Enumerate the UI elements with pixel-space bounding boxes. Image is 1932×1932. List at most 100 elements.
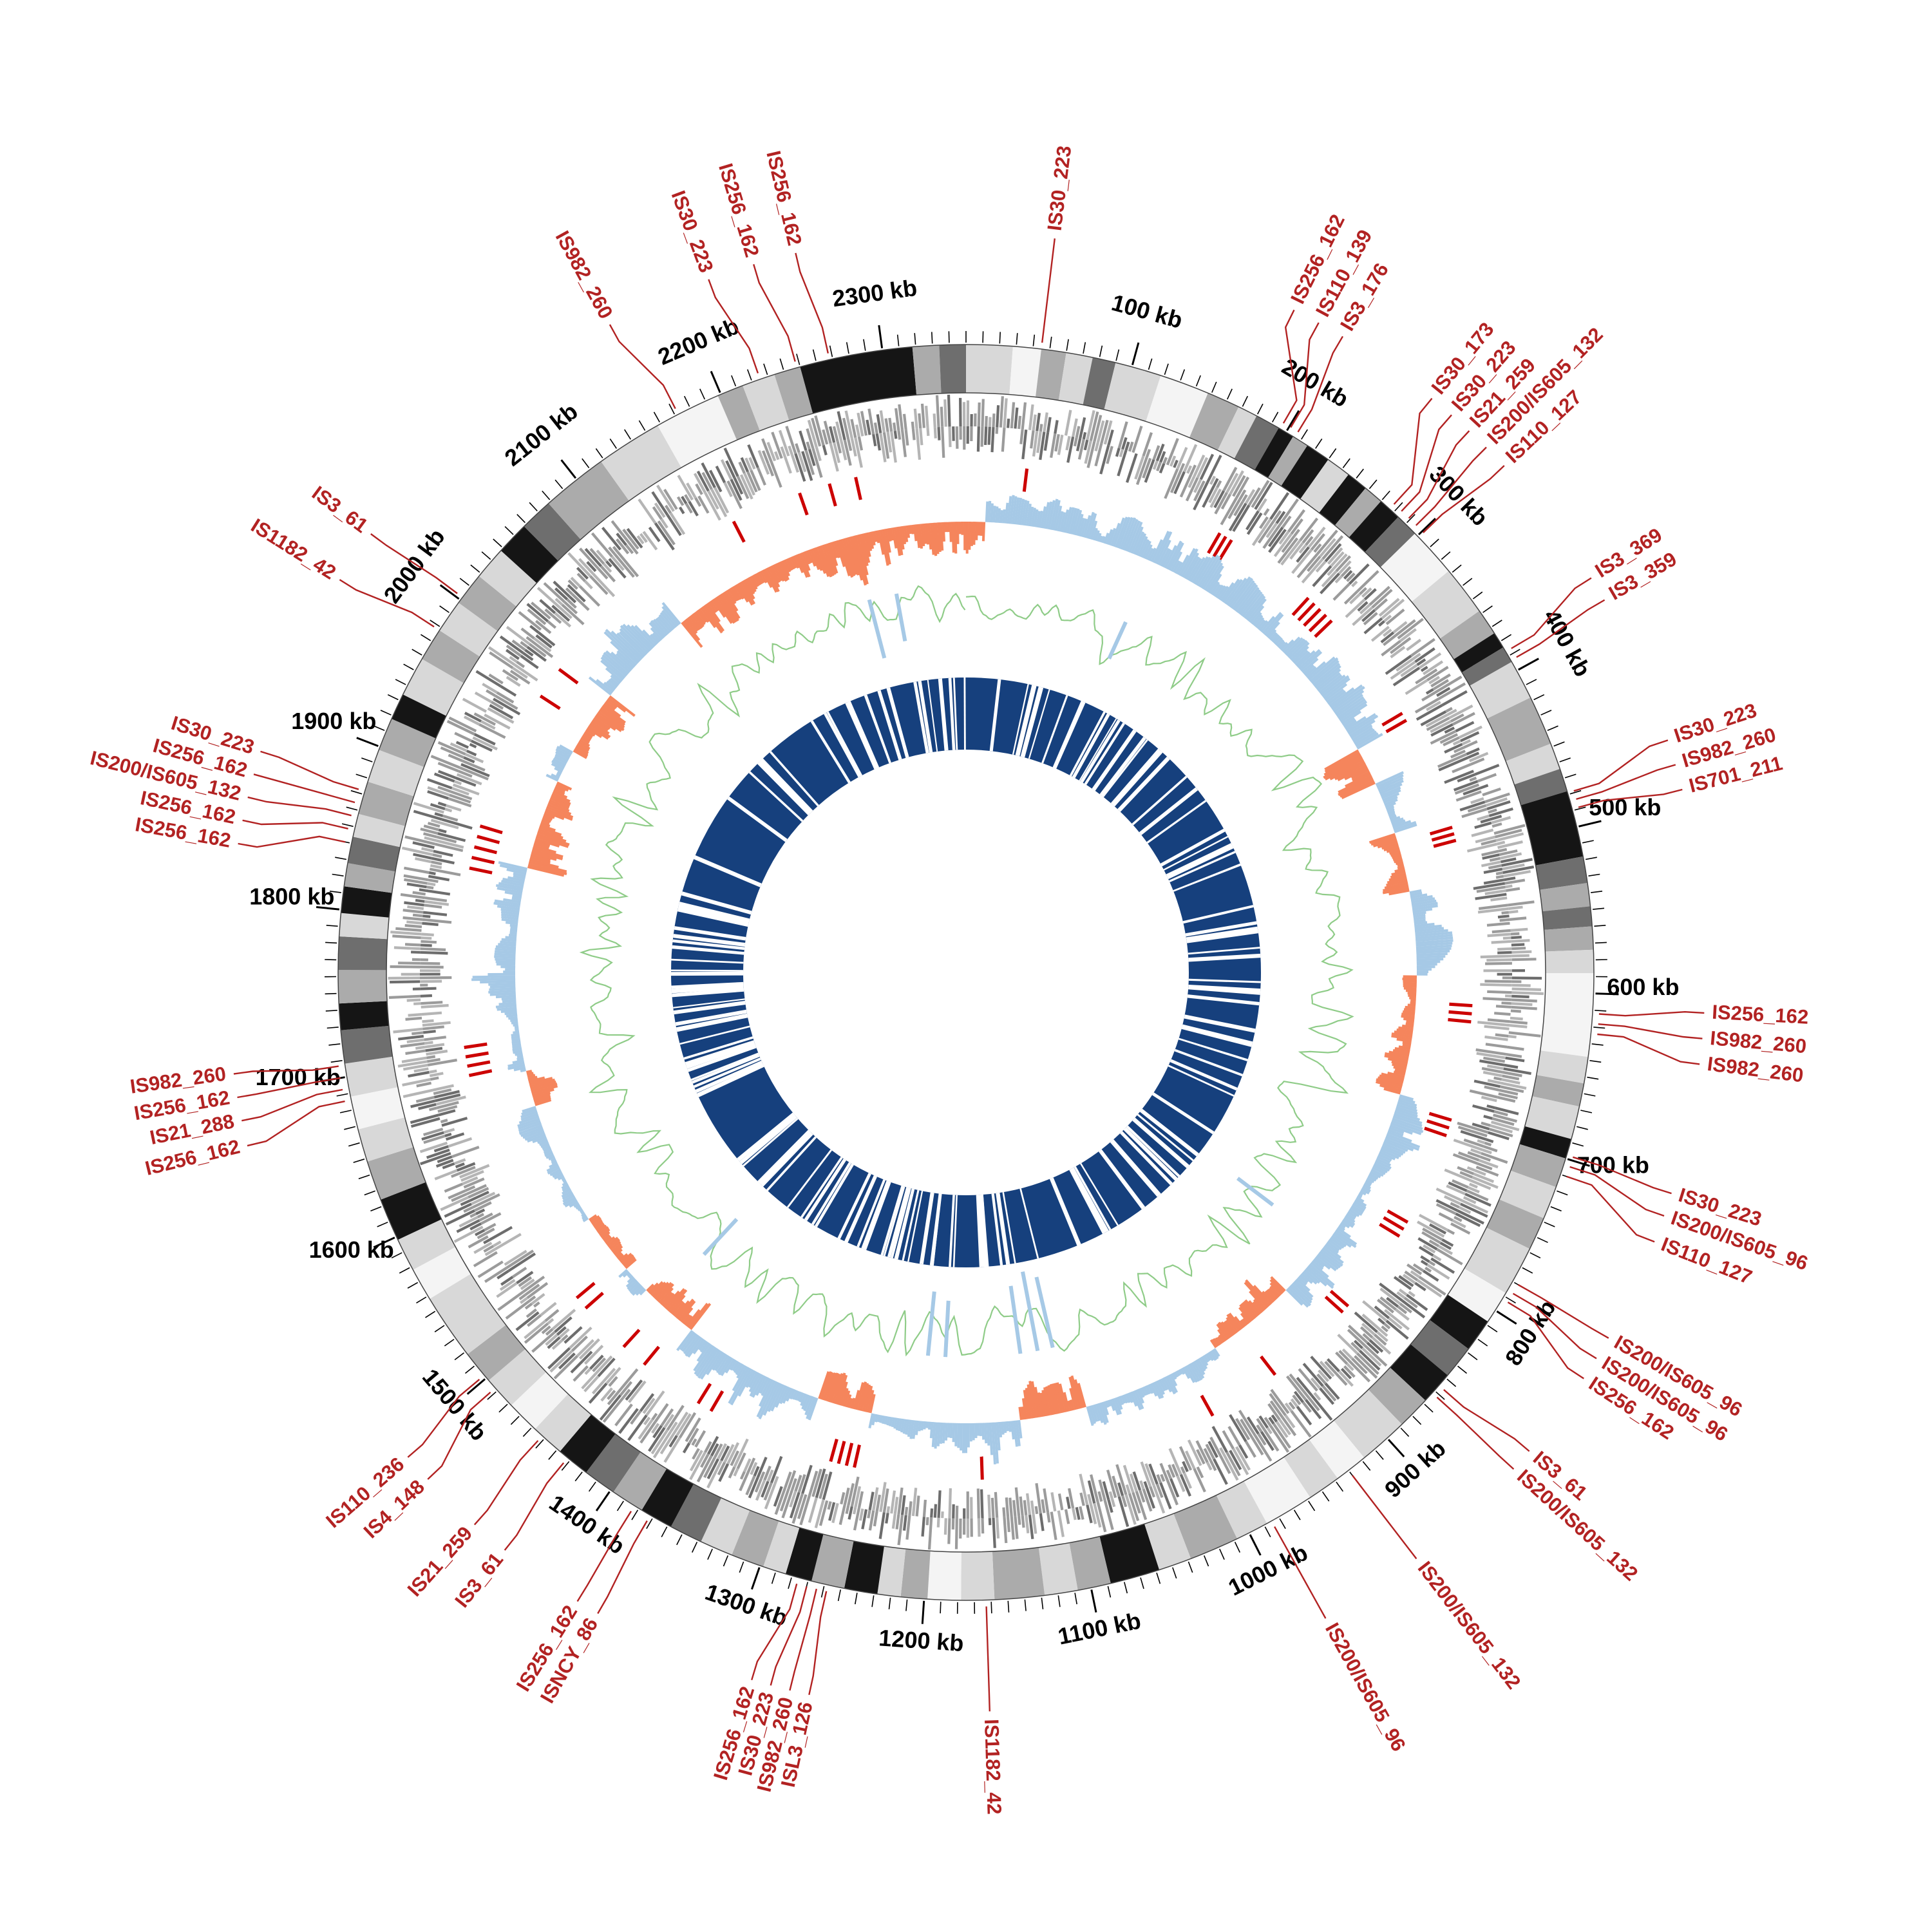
skew-negative-bar [1269,1285,1281,1297]
skew-negative-bar [1387,1072,1405,1079]
minor-tick [1547,725,1558,731]
skew-negative-bar [553,788,565,795]
cds-forward [1448,705,1473,719]
gc-ring-segment [1144,1513,1191,1570]
axis-kb-label: 1200 kb [878,1624,965,1656]
cds-forward [1313,1392,1321,1401]
cds-reverse [1298,1368,1318,1392]
skew-negative-bar [649,1281,664,1296]
skew-positive-bar [949,1423,953,1438]
core-ring-stripe [1117,756,1170,812]
skew-negative-bar [652,1282,670,1299]
gc-ring-segment [1454,633,1504,673]
axis-kb-label: 800 kb [1500,1295,1561,1370]
cds-forward [1343,1365,1356,1378]
skew-negative-bar [753,574,761,586]
skew-negative-bar [578,741,591,750]
cds-reverse [1457,1125,1488,1137]
skew-positive-bar [1233,582,1256,612]
gc-ring-segment [338,936,388,971]
skew-positive-bar [1231,580,1255,611]
skew-positive-bar [516,1054,524,1059]
cds-reverse [1068,1488,1075,1509]
cds-reverse [531,639,554,658]
skew-positive-bar [601,654,628,677]
cds-forward [392,934,421,940]
skew-positive-bar [1126,520,1141,553]
skew-negative-bar [585,728,596,737]
skew-positive-bar [1340,1220,1350,1229]
cds-forward [1036,413,1041,431]
skew-positive-bar [1216,585,1227,599]
skew-positive-bar [498,1001,516,1006]
cds-reverse [666,514,682,536]
cds-reverse [1378,1318,1385,1325]
cds-reverse [529,643,547,658]
skew-negative-bar [896,526,904,556]
cds-reverse [455,776,477,787]
minor-tick [668,403,676,415]
skew-negative-bar [591,721,610,735]
cds-forward [567,579,578,590]
cds-reverse [480,720,496,730]
cds-forward [622,528,633,542]
cds-forward [1475,1166,1499,1177]
cds-reverse [678,1412,697,1439]
cds-forward [1321,1385,1337,1402]
skew-negative-bar [922,523,927,544]
cds-forward [1502,866,1535,875]
minor-tick [1356,468,1364,478]
cds-forward [1504,876,1516,882]
skew-negative-bar [1403,1008,1416,1012]
cds-forward [1470,757,1485,766]
skew-positive-bar [1317,672,1341,692]
cds-reverse [1473,1079,1501,1088]
skew-negative-bar [1069,1399,1075,1411]
cds-forward [774,451,780,460]
skew-positive-bar [1353,1200,1367,1210]
minor-tick [779,358,784,370]
cds-reverse [857,1491,864,1509]
cds-reverse [444,808,453,813]
cds-forward [1381,598,1405,620]
minor-tick [1041,1597,1044,1609]
cds-reverse [469,743,477,749]
skew-negative-bar [903,526,909,542]
cds-reverse [1278,531,1290,545]
is-label-leader [504,1462,565,1551]
skew-negative-bar [1067,1400,1073,1412]
skew-negative-bar [1058,1383,1068,1412]
cds-reverse [442,814,459,822]
is-site-tick [732,520,746,543]
skew-positive-bar [1415,934,1453,940]
cds-reverse [554,1316,573,1333]
cds-reverse [437,1104,458,1113]
skew-negative-bar [670,1300,684,1315]
cds-reverse [1422,1227,1443,1241]
cds-forward [1439,1242,1452,1251]
cds-reverse [578,585,601,607]
skew-negative-bar [544,812,555,819]
cds-reverse [915,428,922,460]
cds-reverse [707,490,719,510]
cds-reverse [875,433,882,451]
major-tick [1387,1439,1405,1458]
cds-forward [1493,1110,1508,1117]
core-ring-stripe [1186,930,1258,943]
cds-reverse [1222,1430,1235,1450]
skew-positive-bar [507,1064,526,1070]
cds-forward [477,1232,488,1240]
cds-forward [419,888,426,892]
cds-forward [822,429,829,445]
skew-negative-bar [1386,879,1408,887]
skew-positive-bar [562,1186,571,1192]
core-ring [670,677,1261,1267]
skew-positive-bar [1003,1421,1007,1434]
cds-reverse [1452,739,1461,746]
skew-positive-bar [1054,506,1063,531]
skew-negative-bar [1220,1321,1233,1338]
cds-forward [837,411,846,440]
cds-reverse [1168,1464,1176,1478]
cds-reverse [445,1132,465,1141]
skew-positive-bar [480,980,516,984]
